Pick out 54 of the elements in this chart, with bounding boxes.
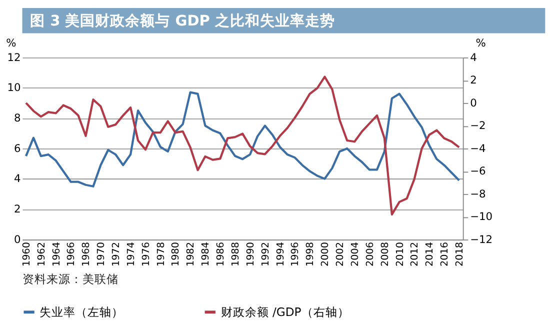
x-tick-label: 2008 xyxy=(380,242,391,267)
x-tick-label: 2006 xyxy=(364,242,376,267)
y-axis-title: % xyxy=(6,36,16,50)
x-tick-label: 1976 xyxy=(140,242,152,267)
y2-tick-label: −10 xyxy=(470,210,493,224)
x-tick-label: 2014 xyxy=(424,242,436,267)
x-tick-label: 1960 xyxy=(21,242,32,267)
x-tick-label: 2018 xyxy=(454,242,466,267)
x-tick-label: 1996 xyxy=(290,242,302,267)
y-tick-label: 12 xyxy=(7,50,21,64)
legend-label: 财政余额 /GDP（右轴） xyxy=(220,304,350,319)
x-tick-label: 1998 xyxy=(305,242,316,267)
x-tick-label: 1966 xyxy=(66,242,78,267)
x-tick-label: 2016 xyxy=(440,242,451,267)
y2-tick-label: −6 xyxy=(470,164,486,178)
x-tick-label: 1992 xyxy=(260,242,272,267)
x-tick-label: 1968 xyxy=(81,242,92,267)
x-tick-label: 2012 xyxy=(410,242,421,267)
x-tick-label: 2000 xyxy=(320,242,332,267)
x-tick-label: 2004 xyxy=(350,242,361,267)
chart-title: 图 3 美国财政余额与 GDP 之比和失业率走势 xyxy=(30,11,335,30)
x-tick-label: 1986 xyxy=(216,242,227,267)
x-tick-label: 1974 xyxy=(126,242,137,267)
y2-tick-label: −12 xyxy=(470,232,493,246)
x-tick-label: 1988 xyxy=(230,242,242,267)
y2-tick-label: −8 xyxy=(470,187,486,200)
y-tick-label: 0 xyxy=(14,232,22,246)
y2-axis-title: % xyxy=(476,36,486,50)
x-tick-label: 2010 xyxy=(394,242,406,267)
x-tick-label: 1970 xyxy=(96,242,108,267)
x-tick-label: 1980 xyxy=(170,242,182,267)
y-tick-label: 10 xyxy=(7,81,22,94)
x-tick-label: 2002 xyxy=(335,242,346,267)
x-tick-label: 1984 xyxy=(200,242,212,267)
y2-tick-label: 4 xyxy=(470,50,478,64)
x-tick-label: 1964 xyxy=(51,242,62,267)
y2-tick-label: 2 xyxy=(470,74,477,87)
y2-tick-label: −2 xyxy=(470,119,486,132)
y-tick-label: 4 xyxy=(14,172,22,186)
x-tick-label: 1972 xyxy=(111,242,122,267)
x-tick-label: 1994 xyxy=(275,242,286,267)
y2-tick-label: 0 xyxy=(470,96,478,110)
y-tick-label: 8 xyxy=(14,112,22,125)
x-tick-label: 1962 xyxy=(36,242,48,267)
line-series xyxy=(24,91,460,188)
y-tick-label: 6 xyxy=(14,142,22,155)
x-tick-label: 1982 xyxy=(186,242,197,267)
x-tick-label: 1978 xyxy=(156,242,167,267)
y-tick-label: 2 xyxy=(14,202,21,216)
x-tick-label: 1990 xyxy=(245,242,256,267)
y2-tick-label: −4 xyxy=(470,142,486,155)
line-series xyxy=(24,76,460,216)
text: 资料来源：美联储 xyxy=(22,272,118,286)
legend-label: 失业率（左轴） xyxy=(40,304,124,319)
